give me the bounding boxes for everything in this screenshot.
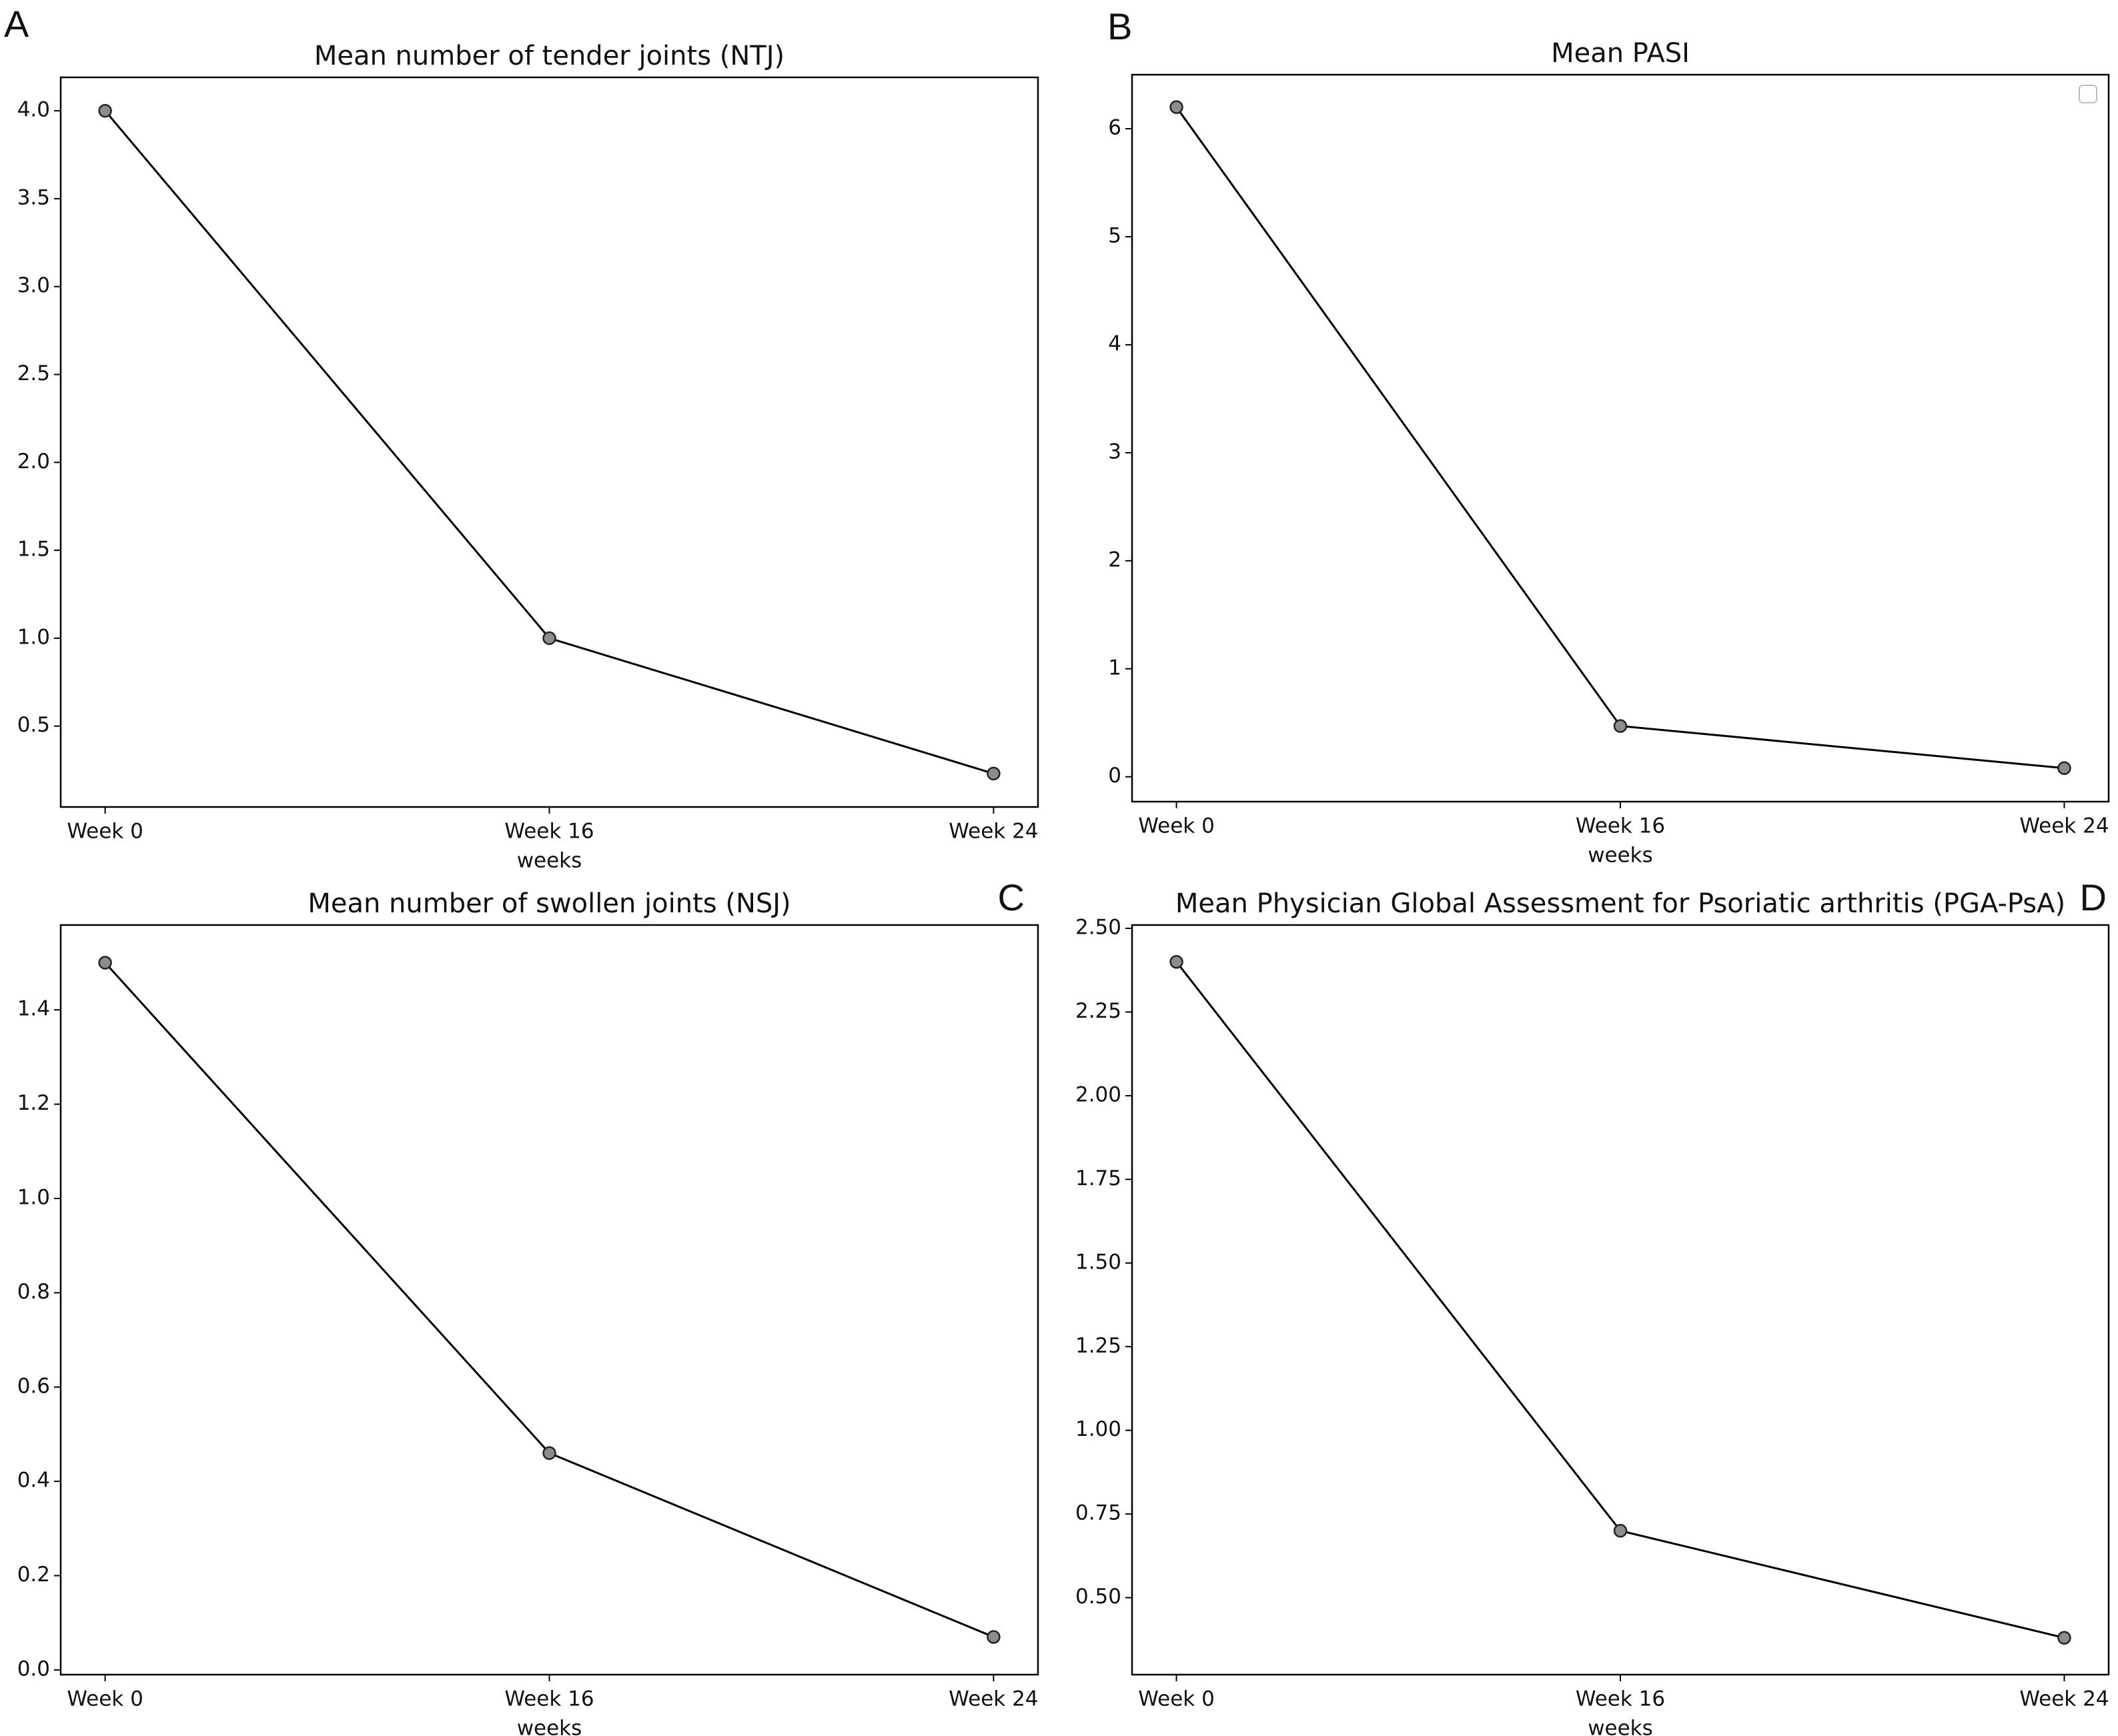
y-tick-label: 2.5 [17, 361, 50, 385]
data-line [1175, 106, 2065, 770]
x-tick-label: Week 24 [949, 1687, 1038, 1711]
x-axis-label: weeks [1588, 1717, 1653, 1736]
data-point [2057, 1631, 2071, 1645]
y-tick-label: 1.50 [1075, 1250, 1121, 1274]
y-tick-label: 1.4 [17, 997, 50, 1021]
chart-panel: D Mean Physician Global Assessment for Ps… [1075, 876, 2110, 1736]
data-point [1169, 954, 1183, 969]
chart-title: Mean PASI [1551, 38, 1690, 69]
data-line [104, 962, 994, 1638]
y-tick-label: 0.50 [1075, 1585, 1121, 1609]
x-tick-label: Week 24 [2019, 1687, 2109, 1711]
y-tick-label: 0.2 [17, 1563, 50, 1587]
y-tick-label: 4 [1108, 331, 1121, 355]
y-tick-label: 1.0 [17, 625, 50, 649]
y-tick-label: 6 [1108, 115, 1121, 139]
y-tick-label: 3.0 [17, 273, 50, 297]
y-tick-label: 2 [1108, 548, 1121, 572]
y-tick-label: 0.8 [17, 1280, 50, 1304]
y-tick-label: 0 [1108, 764, 1121, 788]
x-tick-label: Week 0 [1138, 814, 1215, 838]
y-tick-label: 0.0 [17, 1657, 50, 1681]
y-tick-label: 2.25 [1075, 999, 1121, 1023]
panel-label: B [1107, 5, 1132, 47]
x-tick-label: Week 16 [504, 820, 594, 844]
x-axis-label: weeks [517, 1717, 582, 1736]
y-tick-label: 0.6 [17, 1374, 50, 1398]
panel-label: C [998, 876, 1025, 918]
legend-box [2079, 85, 2097, 103]
y-tick-label: 0.4 [17, 1469, 50, 1493]
data-point [1613, 1523, 1628, 1538]
x-tick-label: Week 24 [2019, 814, 2109, 838]
x-axis-label: weeks [517, 849, 582, 873]
y-tick-label: 0.75 [1075, 1501, 1121, 1525]
y-tick-label: 4.0 [17, 98, 50, 122]
data-point [98, 103, 112, 118]
data-point [2057, 761, 2071, 776]
chart-panel: B Mean PASI 0 1 2 3 4 5 6 Week 0 Week 16 Week 24 wee… [1107, 5, 2110, 868]
chart-title: Mean number of swollen joints (NSJ) [308, 888, 790, 919]
x-tick-label: Week 0 [67, 820, 143, 844]
x-tick-label: Week 24 [949, 820, 1038, 844]
y-tick-label: 5 [1108, 223, 1121, 247]
chart-title: Mean number of tender joints (NTJ) [314, 41, 784, 71]
x-tick-label: Week 0 [67, 1687, 143, 1711]
data-point [1169, 100, 1183, 114]
data-point [542, 631, 556, 646]
x-tick-label: Week 16 [1576, 1687, 1665, 1711]
x-tick-label: Week 16 [504, 1687, 594, 1711]
chart-panel: C Mean number of swollen joints (NSJ) 0.0 0… [17, 876, 1039, 1736]
y-tick-label: 1.75 [1075, 1166, 1121, 1190]
y-tick-label: 2.0 [17, 450, 50, 474]
panel-label: A [4, 3, 29, 45]
panel-label: D [2080, 876, 2107, 918]
y-tick-label: 0.5 [17, 713, 50, 737]
y-tick-label: 1.2 [17, 1091, 50, 1115]
y-tick-label: 1.25 [1075, 1334, 1121, 1358]
chart-panel: A Mean number of tender joints (NTJ) 0.5 1.… [4, 3, 1039, 873]
y-tick-label: 2.00 [1075, 1082, 1121, 1106]
y-tick-label: 1.0 [17, 1186, 50, 1210]
x-axis-label: weeks [1588, 844, 1653, 868]
plot-frame [1131, 924, 2110, 1676]
y-tick-label: 2.50 [1075, 916, 1121, 940]
data-point [1613, 719, 1628, 733]
x-tick-label: Week 16 [1576, 814, 1665, 838]
plot-frame [59, 924, 1039, 1676]
data-point [987, 766, 1001, 781]
y-tick-label: 3 [1108, 440, 1121, 464]
data-point [542, 1446, 556, 1460]
data-point [98, 956, 112, 970]
y-tick-label: 1.5 [17, 538, 50, 562]
y-tick-label: 1 [1108, 656, 1121, 680]
chart-title: Mean Physician Global Assessment for Pso… [1175, 888, 2065, 919]
x-tick-label: Week 0 [1138, 1687, 1215, 1711]
data-point [987, 1630, 1001, 1644]
plot-frame [1131, 73, 2110, 803]
y-tick-label: 1.00 [1075, 1417, 1121, 1441]
data-line [104, 110, 994, 775]
plot-frame [59, 76, 1039, 808]
y-tick-label: 3.5 [17, 185, 50, 209]
